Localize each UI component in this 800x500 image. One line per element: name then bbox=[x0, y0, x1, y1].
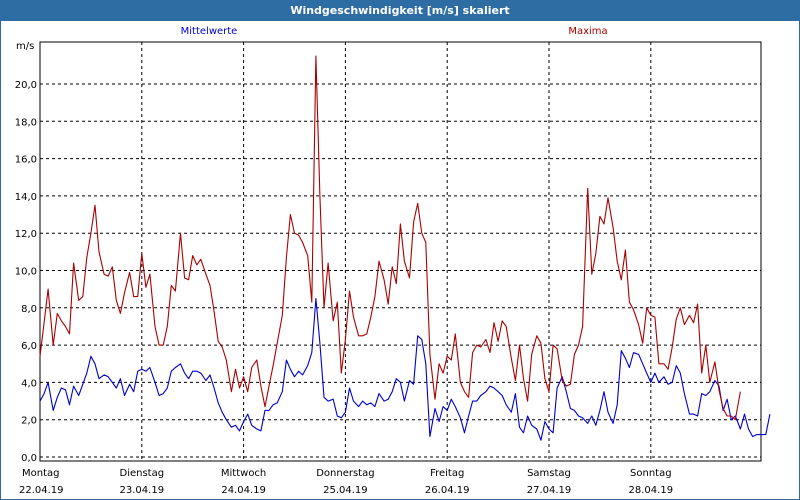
y-tick-label: 6,0 bbox=[21, 341, 37, 352]
y-tick-label: 8,0 bbox=[21, 304, 37, 315]
x-tick-date: 24.04.19 bbox=[221, 485, 266, 496]
x-tick-day: Donnerstag bbox=[316, 468, 374, 479]
x-tick-day: Mittwoch bbox=[221, 468, 266, 479]
legend-mittelwerte: Mittelwerte bbox=[181, 26, 238, 37]
x-tick-day: Sonntag bbox=[630, 468, 672, 479]
y-axis-label: m/s bbox=[16, 41, 34, 52]
x-tick-day: Dienstag bbox=[120, 468, 165, 479]
y-tick-label: 0,0 bbox=[21, 453, 37, 464]
y-tick-label: 10,0 bbox=[15, 267, 37, 278]
x-tick-day: Freitag bbox=[430, 468, 464, 479]
y-tick-label: 18,0 bbox=[15, 117, 37, 128]
y-tick-label: 12,0 bbox=[15, 229, 37, 240]
x-tick-date: 25.04.19 bbox=[323, 485, 368, 496]
y-tick-label: 16,0 bbox=[15, 155, 37, 166]
x-tick-date: 22.04.19 bbox=[19, 485, 64, 496]
y-tick-label: 2,0 bbox=[21, 416, 37, 427]
series-line-maxima bbox=[39, 55, 741, 421]
x-axis: Montag 22.04.19 Dienstag 23.04.19 Mittwoch 24… bbox=[19, 468, 673, 496]
x-tick-date: 27.04.19 bbox=[527, 485, 572, 496]
y-axis: 0,0 2,0 4,0 6,0 8,0 10,0 12,0 14,0 16,0 18,0 20,0 bbox=[15, 80, 37, 464]
series-line-mittelwerte bbox=[39, 297, 771, 441]
y-tick-label: 4,0 bbox=[21, 378, 37, 389]
x-tick-date: 26.04.19 bbox=[425, 485, 470, 496]
plot-area bbox=[39, 41, 762, 462]
legend-maxima: Maxima bbox=[568, 26, 607, 37]
x-tick-day: Montag bbox=[22, 468, 59, 479]
y-tick-label: 20,0 bbox=[15, 80, 37, 91]
series-lines bbox=[39, 55, 771, 441]
chart-title: Windgeschwindigkeit [m/s] skaliert bbox=[1, 1, 799, 21]
x-tick-date: 23.04.19 bbox=[120, 485, 165, 496]
y-tick-label: 14,0 bbox=[15, 192, 37, 203]
x-tick-day: Samstag bbox=[527, 468, 571, 479]
x-tick-date: 28.04.19 bbox=[629, 485, 674, 496]
